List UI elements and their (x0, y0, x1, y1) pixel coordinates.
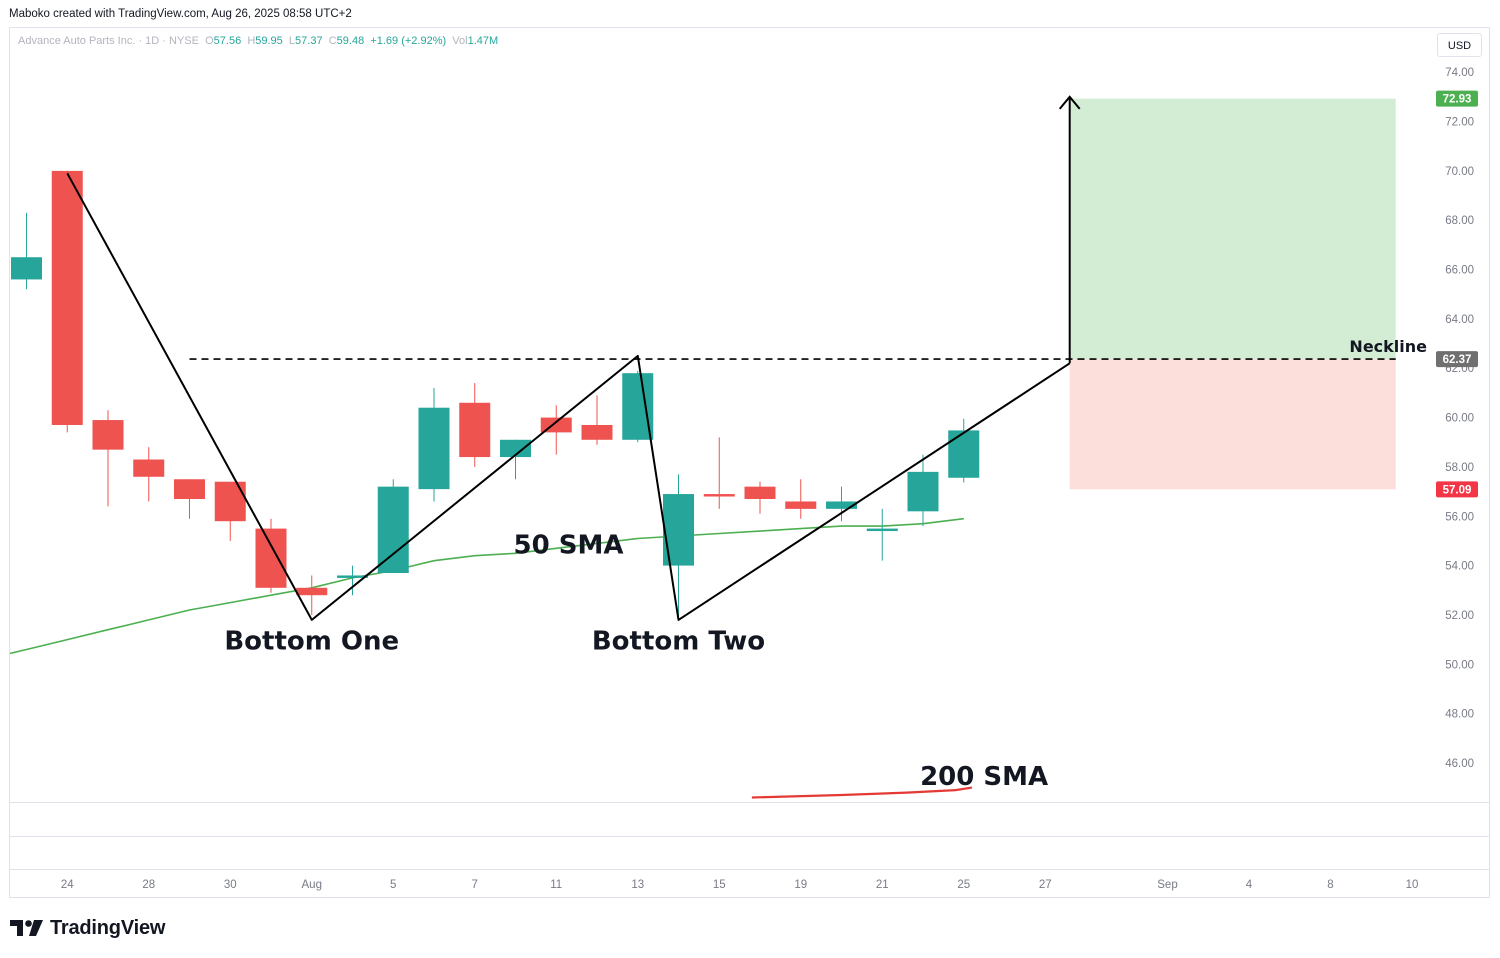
symbol-name: Advance Auto Parts Inc. · 1D · NYSE (18, 35, 199, 47)
candle-body (296, 587, 328, 596)
x-axis-tick-label: Sep (1157, 879, 1177, 891)
candle-body (500, 439, 531, 458)
annotation-label: 50 SMA (513, 530, 623, 560)
low-label: L (288, 35, 296, 47)
projection-arrow-head (1058, 95, 1081, 110)
candle-body (459, 402, 491, 458)
x-axis-tick-label: 5 (390, 879, 396, 891)
x-axis-tick-label: 11 (550, 879, 562, 891)
y-axis-tick-label: 74.00 (1445, 67, 1474, 79)
price-tag (1436, 351, 1478, 368)
x-axis-tick-label: 24 (61, 879, 74, 891)
volume-value: 1.47M (467, 35, 499, 47)
neckline-label: Neckline (1349, 337, 1427, 356)
double-bottom-pattern-line (66, 172, 1071, 621)
candle-body (948, 430, 980, 478)
x-axis-tick-label: 15 (713, 879, 726, 891)
close-label: C (328, 35, 337, 47)
y-axis-tick-label: 60.00 (1445, 413, 1474, 425)
x-axis-tick-label: 27 (1039, 879, 1052, 891)
x-axis-tick-label: 13 (631, 879, 644, 891)
high-label: H (247, 35, 256, 47)
volume-label: Vol (452, 35, 468, 47)
high-value: 59.95 (255, 35, 283, 47)
candle-body (255, 528, 287, 588)
x-axis-tick-label: 21 (876, 879, 889, 891)
y-axis-tick-label: 46.00 (1445, 758, 1474, 770)
price-tag (1436, 90, 1478, 107)
symbol-legend: Advance Auto Parts Inc. · 1D · NYSE O57.… (18, 35, 498, 47)
x-axis-tick-label: 28 (142, 879, 155, 891)
sma50-line (10, 517, 964, 655)
open-label: O (205, 35, 214, 47)
x-axis-tick-label: 8 (1327, 879, 1333, 891)
low-value: 57.37 (295, 35, 323, 47)
y-axis-tick-label: 56.00 (1445, 511, 1474, 523)
x-axis-tick-label: 25 (957, 879, 970, 891)
candle-body (826, 501, 857, 509)
candle-body (337, 575, 368, 578)
open-value: 57.56 (213, 35, 242, 47)
candle-body (51, 170, 83, 425)
annotation-label: Bottom Two (592, 626, 765, 656)
candle-body (581, 424, 613, 440)
x-axis-tick-label: Aug (302, 879, 322, 891)
y-axis-tick-label: 66.00 (1445, 265, 1474, 277)
x-axis-tick-label: 30 (224, 879, 237, 891)
price-tag (1436, 481, 1478, 498)
candle-body (92, 420, 124, 450)
x-axis-tick-label: 4 (1246, 879, 1253, 891)
candle-body (377, 486, 409, 574)
stop-zone (1069, 359, 1396, 490)
y-axis-tick-label: 50.00 (1445, 659, 1474, 671)
y-axis-tick-label: 70.00 (1445, 166, 1474, 178)
tradingview-brand: TradingView (50, 916, 166, 939)
plot-area (10, 95, 1396, 799)
y-axis-tick-label: 68.00 (1445, 215, 1474, 227)
candle-body (418, 407, 450, 490)
y-axis-tick-label: 54.00 (1445, 561, 1474, 573)
candle-body (907, 471, 939, 512)
y-axis-tick-label: 58.00 (1445, 462, 1474, 474)
close-value: 59.48 (336, 35, 365, 47)
candle-body (214, 481, 246, 522)
candle-body (703, 494, 735, 497)
currency-button[interactable]: USD (1437, 33, 1482, 57)
tradingview-logo-icon (10, 920, 43, 936)
annotation-label: 200 SMA (920, 762, 1048, 792)
change-value: +1.69 (+2.92%) (370, 35, 447, 47)
candle-body (133, 459, 165, 477)
y-axis-tick-label: 52.00 (1445, 610, 1474, 622)
y-axis-tick-label: 48.00 (1445, 709, 1474, 721)
candle-body (785, 501, 817, 509)
x-axis-tick-label: 7 (472, 879, 478, 891)
x-axis-tick-label: 19 (794, 879, 807, 891)
chart-frame (9, 27, 1490, 898)
y-axis-tick-label: 72.00 (1445, 117, 1474, 129)
tradingview-logo[interactable]: TradingView (10, 916, 165, 940)
y-axis-tick-label: 64.00 (1445, 314, 1474, 326)
candle-body (11, 257, 42, 280)
candle-body (174, 479, 205, 499)
price-tag-label: 62.37 (1443, 354, 1472, 366)
x-axis-tick-label: 10 (1406, 879, 1419, 891)
target-zone (1069, 98, 1396, 360)
sma200-line (751, 786, 973, 799)
annotation-label: Bottom One (224, 626, 399, 656)
candle-body (744, 486, 776, 499)
chart-credit: Maboko created with TradingView.com, Aug… (9, 8, 352, 20)
candle-body (866, 528, 898, 532)
price-tag-label: 72.93 (1443, 94, 1472, 106)
price-tag-label: 57.09 (1443, 484, 1472, 496)
